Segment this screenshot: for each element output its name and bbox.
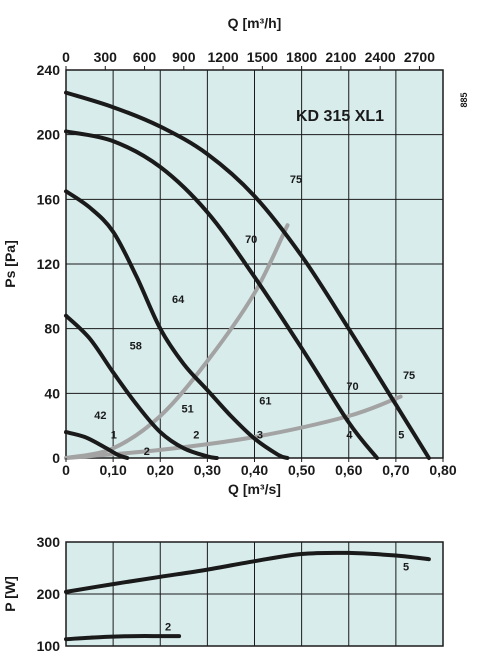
curve-annotation: 58 <box>130 341 142 353</box>
power-curve-annotation: 5 <box>403 562 409 574</box>
chart-code: 885 <box>459 92 469 107</box>
y-tick-label: 80 <box>44 321 60 337</box>
x-tick-label: 0,50 <box>288 462 315 478</box>
curve-annotation: 64 <box>172 294 185 306</box>
x2-tick-label: 600 <box>133 49 157 65</box>
x-tick-label: 0 <box>62 462 70 478</box>
curve-annotation: 4 <box>346 430 353 442</box>
power-curve-2 <box>64 634 182 642</box>
y-tick-label: 40 <box>44 385 60 401</box>
power-curve-annotation: 2 <box>165 621 171 633</box>
curve-annotation: 3 <box>257 430 263 442</box>
main-x-ticks: 0 0,10 0,20 0,30 0,40 0,50 0,60 0,70 0,80 <box>62 458 457 478</box>
power-y-axis-label: P [W] <box>2 576 18 612</box>
power-grid <box>65 541 444 647</box>
y-tick-label: 0 <box>52 450 60 466</box>
curve-annotation: 51 <box>181 404 193 416</box>
x2-tick-label: 2100 <box>325 49 356 65</box>
y-tick-label: 200 <box>37 127 61 143</box>
power-curves <box>64 550 431 642</box>
main-curves <box>64 90 431 460</box>
curve-annotation: 2 <box>193 430 199 442</box>
power-y-tick-label: 200 <box>37 586 61 602</box>
curve-annotation: 75 <box>290 174 302 186</box>
y-tick-label: 240 <box>37 62 61 78</box>
x2-tick-label: 2700 <box>404 49 435 65</box>
x2-tick-label: 2400 <box>365 49 396 65</box>
x-axis-label: Q [m³/s] <box>228 481 281 497</box>
x-tick-label: 0,10 <box>100 462 127 478</box>
main-chart: 0 0,10 0,20 0,30 0,40 0,50 0,60 0,70 0,80 0 300 60… <box>2 15 469 497</box>
fan-curve-2 <box>64 313 219 460</box>
fan-curve-4 <box>64 129 379 460</box>
x-tick-label: 0,70 <box>382 462 409 478</box>
x-tick-label: 0,60 <box>335 462 362 478</box>
x2-axis-label: Q [m³/h] <box>228 15 282 31</box>
curve-annotation: 70 <box>245 234 257 246</box>
y-tick-label: 120 <box>37 256 61 272</box>
power-annotations: 52 <box>165 562 409 634</box>
chart-title: KD 315 XL1 <box>296 108 384 125</box>
curve-annotation: 70 <box>346 381 358 393</box>
main-x2-ticks: 0 300 600 900 1200 1500 1800 2100 2400 2700 <box>62 49 435 70</box>
curve-annotation: 61 <box>259 396 271 408</box>
x2-tick-label: 900 <box>172 49 196 65</box>
power-y-tick-label: 300 <box>37 534 61 550</box>
main-y-ticks: 0 40 80 120 160 200 240 <box>37 62 61 466</box>
fan-curve-1 <box>64 430 130 460</box>
x2-tick-label: 0 <box>62 49 70 65</box>
x2-tick-label: 300 <box>94 49 118 65</box>
curve-annotation: 5 <box>398 430 404 442</box>
x-tick-label: 0,40 <box>241 462 268 478</box>
x2-tick-label: 1800 <box>286 49 317 65</box>
curve-annotation: 2 <box>144 446 150 458</box>
curve-annotation: 42 <box>94 410 106 422</box>
y-axis-label: Ps [Pa] <box>2 240 18 287</box>
power-curve-5 <box>64 550 431 594</box>
fan-curve-3 <box>64 189 290 460</box>
x-tick-label: 0,80 <box>429 462 456 478</box>
x-tick-label: 0,20 <box>147 462 174 478</box>
main-annotations: 42 1 58 2 51 2 64 3 61 70 75 70 4 75 5 <box>94 174 415 458</box>
power-y-tick-label: 100 <box>37 638 61 654</box>
x2-tick-label: 1200 <box>208 49 239 65</box>
x2-tick-label: 1500 <box>247 49 278 65</box>
curve-annotation: 75 <box>403 370 415 382</box>
curve-annotation: 1 <box>111 430 117 442</box>
y-tick-label: 160 <box>37 191 61 207</box>
power-y-ticks: 100 200 300 <box>37 534 61 654</box>
fan-curve-5 <box>64 90 431 460</box>
x-tick-label: 0,30 <box>194 462 221 478</box>
